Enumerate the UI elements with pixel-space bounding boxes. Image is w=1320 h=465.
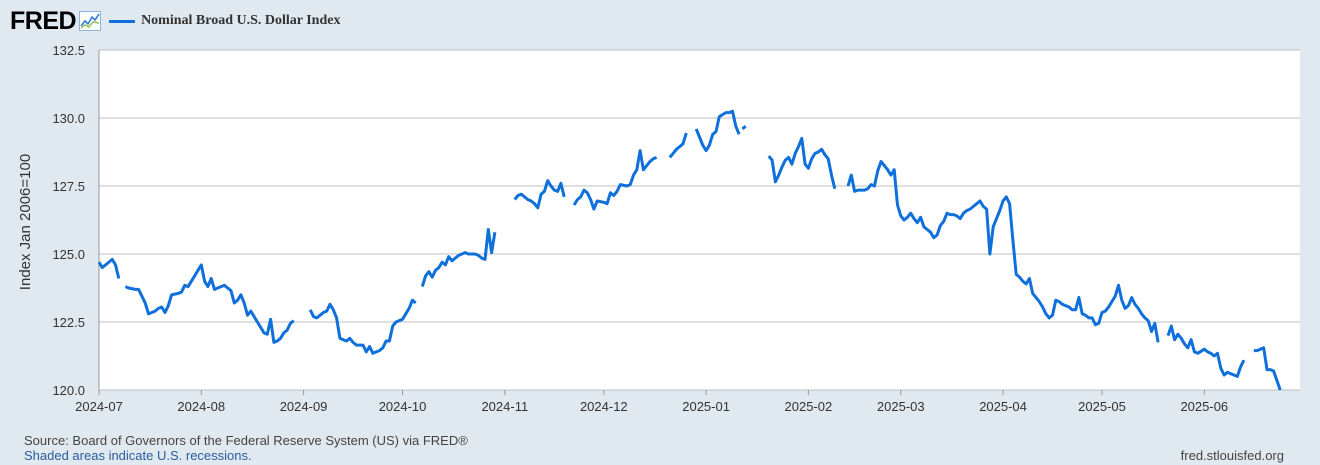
- y-axis: 120.0 122.5 125.0 127.5 130.0 132.5: [52, 43, 100, 398]
- x-tick-label: 2024-12: [580, 399, 628, 414]
- series-line-segment: [124, 263, 295, 344]
- chart-header: FRED Nominal Broad U.S. Dollar Index: [10, 6, 340, 36]
- source-note: Source: Board of Governors of the Federa…: [24, 433, 468, 448]
- recession-note: Shaded areas indicate U.S. recessions.: [24, 448, 252, 463]
- y-tick-label: 125.0: [52, 247, 85, 262]
- x-tick-label: 2024-08: [177, 399, 225, 414]
- y-tick-label: 130.0: [52, 111, 85, 126]
- x-tick-label: 2025-01: [682, 399, 730, 414]
- line-chart: 2024-07 2024-08 2024-09 2024-10 2024-11 2024-…: [17, 43, 1300, 414]
- x-tick-label: 2024-10: [379, 399, 427, 414]
- series-line-segment: [97, 257, 121, 279]
- legend-swatch: [109, 19, 136, 23]
- plot-area: [99, 50, 1300, 390]
- series-line-segment: [572, 149, 658, 211]
- series-line-segment: [767, 136, 837, 190]
- x-tick-label: 2024-09: [280, 399, 328, 414]
- series-line-segment: [694, 109, 741, 153]
- series-line-segment: [1253, 346, 1282, 391]
- x-axis: 2024-07 2024-08 2024-09 2024-10 2024-11 2024-…: [75, 390, 1228, 414]
- y-tick-label: 122.5: [52, 315, 85, 330]
- site-url[interactable]: fred.stlouisfed.org: [1180, 448, 1284, 463]
- x-tick-label: 2025-06: [1180, 399, 1228, 414]
- series-line-segment: [668, 132, 688, 159]
- series-line-segment: [741, 125, 747, 131]
- series-line-segment: [846, 160, 1160, 343]
- series-line-segment: [1166, 324, 1246, 378]
- x-tick-label: 2024-11: [481, 399, 528, 414]
- series-lines: [97, 109, 1282, 391]
- y-tick-label: 127.5: [52, 179, 85, 194]
- chart-legend: Nominal Broad U.S. Dollar Index: [109, 13, 340, 29]
- x-tick-label: 2025-04: [979, 399, 1027, 414]
- y-axis-label: Index Jan 2006=100: [17, 154, 34, 290]
- y-tick-label: 120.0: [52, 383, 85, 398]
- fred-logo[interactable]: FRED: [10, 6, 77, 35]
- series-line-segment: [308, 298, 417, 355]
- x-tick-label: 2025-05: [1078, 399, 1126, 414]
- legend-label: Nominal Broad U.S. Dollar Index: [141, 13, 341, 28]
- series-line-segment: [420, 228, 497, 288]
- y-tick-label: 132.5: [52, 43, 85, 58]
- fred-graph-icon: [79, 11, 102, 31]
- x-tick-label: 2024-07: [75, 399, 123, 414]
- x-tick-label: 2025-03: [877, 399, 925, 414]
- series-line-segment: [513, 179, 566, 210]
- x-tick-label: 2025-02: [785, 399, 833, 414]
